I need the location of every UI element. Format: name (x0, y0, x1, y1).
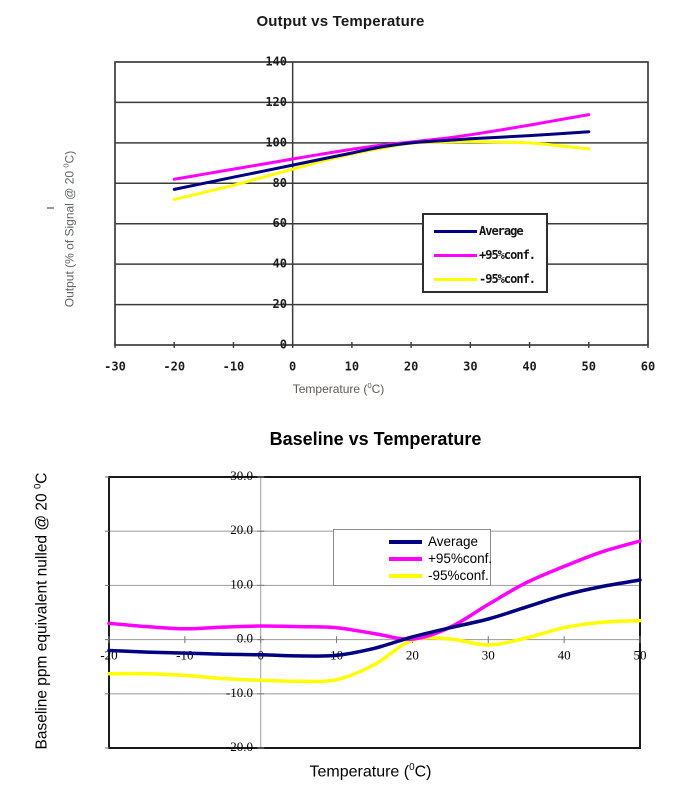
legend-label: -95%conf. (479, 272, 536, 286)
legend-swatch-line (434, 253, 477, 257)
output-y-title-text: Output (% of Signal @ 20 (62, 167, 77, 308)
baseline-chart-plot: -20.0-10.00.010.020.030.0-20 -10 0 10 20 30 40… (100, 468, 646, 754)
x-tick-label: 50 (582, 360, 596, 374)
baseline-y-title-text: Baseline ppm equivalent nulled @ 20 (33, 489, 51, 750)
x-tick-label: -10 (223, 360, 245, 374)
x-tick-label: 60 (641, 360, 655, 374)
x-tick-label: 40 (522, 360, 536, 374)
x-tick-label: -30 (104, 360, 126, 374)
series-line-average (172, 130, 591, 191)
y-tick-label: 10.0 (230, 576, 253, 591)
legend-row: +95%conf. (389, 550, 493, 567)
legend-row: -95%conf. (434, 267, 546, 291)
output-chart-legend: Average +95%conf. -95%conf. (422, 213, 548, 293)
x-tick-label: 10 (345, 360, 359, 374)
output-x-title-sup: 0 (367, 381, 372, 390)
output-chart-title: Output vs Temperature (256, 13, 425, 30)
x-tick-label: -20 (163, 360, 185, 374)
series-line--95-conf- (107, 539, 642, 641)
legend-swatch-line (434, 229, 477, 233)
legend-swatch-line (389, 573, 422, 578)
output-x-title-unit: C) (371, 382, 385, 396)
plot-frame (108, 476, 641, 749)
baseline-x-title-sup: 0 (409, 762, 415, 773)
baseline-chart-y-axis-title: Baseline ppm equivalent nulled @ 20 0C (32, 472, 51, 749)
y-tick-label: 20.0 (230, 522, 253, 537)
y-tick-label: 80 (273, 176, 287, 190)
y-tick-label: 30.0 (230, 468, 253, 483)
y-tick-label: 140 (265, 55, 287, 69)
series-line--95-conf- (172, 113, 591, 181)
x-tick-label: -10 (176, 648, 193, 663)
y-tick-label: -10.0 (226, 685, 253, 700)
baseline-chart-legend: Average +95%conf. -95%conf. (333, 529, 493, 586)
scan-artifact-dash (47, 207, 54, 209)
y-tick-label: -20.0 (226, 739, 253, 754)
baseline-chart-title: Baseline vs Temperature (269, 429, 482, 449)
x-tick-label: 50 (634, 648, 647, 663)
output-chart-plot: 0 20 40 60 80 100 120 140 -30 -20 -10 0 10 20 30 40 50 60 (104, 55, 655, 374)
x-tick-label: 30 (482, 648, 495, 663)
output-chart-y-axis-title: Output (% of Signal @ 20 0C) (62, 151, 77, 307)
legend-label: +95%conf. (428, 551, 493, 566)
y-tick-label: 120 (265, 95, 287, 109)
legend-label: Average (479, 224, 524, 238)
y-tick-label: 0 (280, 338, 287, 352)
legend-label: -95%conf. (428, 568, 489, 583)
plot-area (115, 62, 648, 345)
x-tick-label: 40 (558, 648, 571, 663)
legend-label: +95%conf. (479, 248, 536, 262)
baseline-x-title-unit: C) (414, 763, 432, 781)
output-chart-x-axis-title: Temperature (0C) (0, 381, 682, 396)
y-tick-label: 40 (273, 257, 287, 271)
y-tick-label: 60 (273, 216, 287, 230)
legend-row: Average (434, 219, 546, 243)
legend-row: Average (389, 533, 490, 550)
baseline-y-title-unit: C (33, 472, 51, 484)
y-tick-label: 20 (273, 297, 287, 311)
output-y-title-unit: C) (62, 150, 77, 164)
x-tick-label: 20 (404, 360, 418, 374)
baseline-chart-x-axis-title: Temperature (0C) (27, 762, 687, 781)
legend-swatch-line (434, 277, 477, 281)
legend-row: +95%conf. (434, 243, 546, 267)
legend-swatch-line (389, 539, 422, 544)
y-tick-label: 0.0 (237, 631, 253, 646)
legend-label: Average (428, 534, 479, 549)
x-tick-label: 30 (463, 360, 477, 374)
series-line-average (107, 578, 642, 658)
output-x-title-text: Temperature ( (292, 382, 368, 396)
plot-area (109, 477, 640, 748)
series-line--95-conf- (107, 618, 642, 684)
baseline-y-title-sup: 0 (32, 483, 44, 490)
y-tick-label: 100 (265, 135, 287, 149)
output-y-title-sup: 0 (61, 163, 71, 168)
baseline-x-title-text: Temperature ( (309, 763, 410, 781)
x-tick-label: 0 (289, 360, 296, 374)
plot-frame (114, 61, 649, 346)
legend-swatch-line (389, 556, 422, 561)
x-tick-label: 20 (406, 648, 419, 663)
legend-row: -95%conf. (389, 567, 490, 584)
